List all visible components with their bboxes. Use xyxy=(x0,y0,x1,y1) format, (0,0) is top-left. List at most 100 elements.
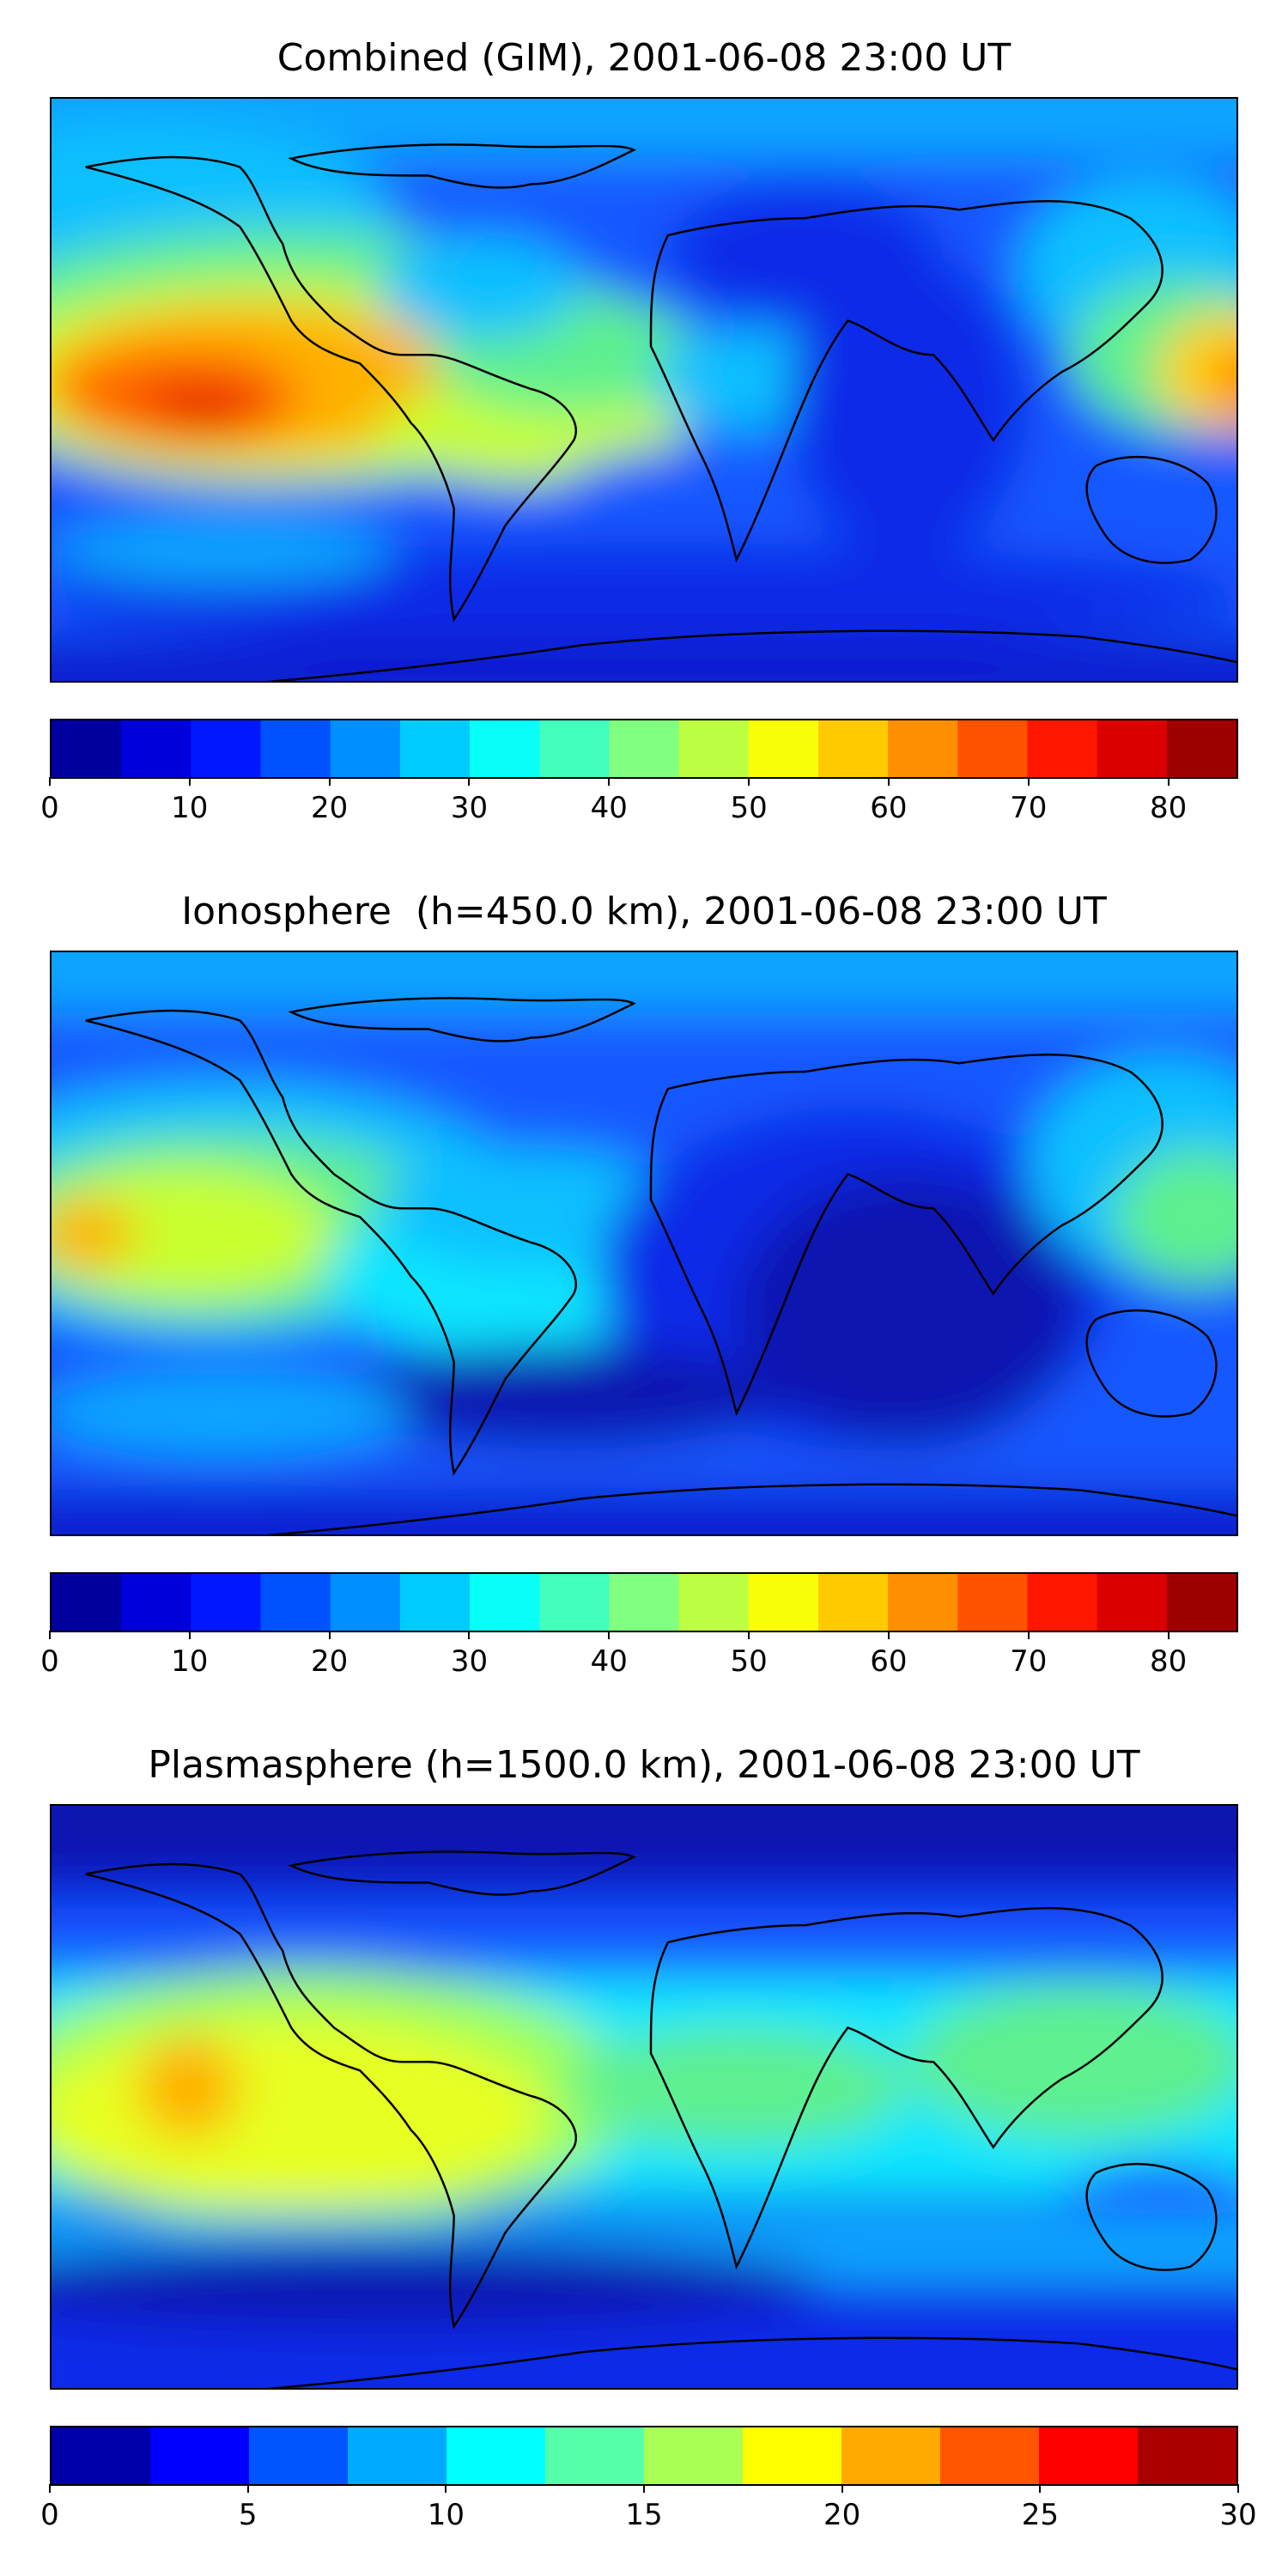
colorbar-bin xyxy=(888,720,958,777)
tick-mark xyxy=(328,1631,331,1639)
colorbar-bins xyxy=(52,720,1236,777)
tick-mark xyxy=(748,777,750,786)
colorbar-ticks: 0 10 20 30 40 50 60 70 80 xyxy=(40,1631,1238,1682)
colorbar-bin xyxy=(1027,1574,1098,1631)
colorbar-bin xyxy=(545,2427,645,2484)
tec-map-ionosphere xyxy=(50,951,1238,1536)
tick-mark xyxy=(188,777,191,786)
tick-mark xyxy=(49,1631,51,1639)
colorbar-bin xyxy=(1166,1574,1236,1631)
tick-label: 0 xyxy=(40,1644,59,1679)
colorbar-bin xyxy=(888,1574,958,1631)
colorbar-bins xyxy=(52,1574,1236,1631)
colorbar-bin xyxy=(841,2427,941,2484)
colorbar-bin xyxy=(817,720,889,777)
coastlines xyxy=(85,1850,1236,2388)
colorbar-bin xyxy=(957,1574,1029,1631)
colorbar-bin xyxy=(1097,1574,1168,1631)
colorbar-bin xyxy=(748,1574,819,1631)
tick-mark xyxy=(328,777,331,786)
colorbar xyxy=(50,1572,1238,1632)
tick-mark xyxy=(468,1631,471,1639)
colorbar-bin xyxy=(149,2427,250,2484)
tick-label: 50 xyxy=(730,791,768,825)
tick-mark xyxy=(188,1631,191,1639)
colorbar-bin xyxy=(260,720,331,777)
colorbar-bin xyxy=(446,2427,546,2484)
tick-mark xyxy=(246,2484,249,2493)
map-title: Ionosphere (h=450.0 km), 2001-06-08 23:0… xyxy=(181,890,1107,933)
tick-label: 10 xyxy=(171,1644,209,1679)
colorbar-bin xyxy=(330,720,401,777)
tick-label: 30 xyxy=(450,1644,489,1679)
coastlines xyxy=(85,997,1236,1534)
tick-label: 20 xyxy=(823,2498,861,2532)
colorbar-bin xyxy=(191,1574,262,1631)
colorbar-bin xyxy=(1138,2427,1236,2484)
colorbar-bin xyxy=(191,720,262,777)
tick-mark xyxy=(887,777,890,786)
colorbar-bin xyxy=(348,2427,447,2484)
tick-label: 5 xyxy=(238,2498,258,2532)
colorbar-bin xyxy=(678,720,750,777)
contour-map xyxy=(52,99,1236,681)
tec-map-plasmasphere xyxy=(50,1804,1238,2390)
tick-mark xyxy=(887,1631,890,1639)
tick-label: 10 xyxy=(427,2498,465,2532)
colorbar-bin xyxy=(940,2427,1040,2484)
colorbar-bin xyxy=(121,720,191,777)
colorbar-bins xyxy=(52,2427,1236,2484)
tick-label: 0 xyxy=(40,791,59,825)
colorbar-bin xyxy=(539,1574,611,1631)
colorbar-bin xyxy=(52,1574,122,1631)
tick-mark xyxy=(1237,2484,1239,2493)
colorbar-bin xyxy=(249,2427,349,2484)
colorbar-bin xyxy=(52,720,122,777)
tick-label: 25 xyxy=(1021,2498,1059,2532)
contour-map xyxy=(52,952,1236,1534)
tick-mark xyxy=(49,2484,51,2493)
colorbar-bin xyxy=(539,720,611,777)
tick-label: 40 xyxy=(590,1644,628,1679)
tick-label: 60 xyxy=(870,1644,908,1679)
tick-label: 10 xyxy=(171,791,209,825)
map-title: Plasmasphere (h=1500.0 km), 2001-06-08 2… xyxy=(148,1743,1140,1787)
tick-label: 0 xyxy=(40,2498,59,2532)
colorbar-bin xyxy=(1097,720,1168,777)
coastlines xyxy=(85,143,1236,681)
tick-mark xyxy=(1039,2484,1042,2493)
colorbar-bin xyxy=(817,1574,889,1631)
colorbar-bin xyxy=(1027,720,1098,777)
tick-mark xyxy=(748,1631,750,1639)
tick-label: 70 xyxy=(1010,791,1048,825)
colorbar-bin xyxy=(742,2427,842,2484)
tick-mark xyxy=(1027,777,1030,786)
contour-map xyxy=(52,1806,1236,2388)
colorbar-ticks: 0 10 20 30 40 50 60 70 80 xyxy=(40,777,1238,829)
tick-mark xyxy=(49,777,51,786)
colorbar-ticks: 0 5 10 15 20 25 30 xyxy=(40,2484,1257,2536)
colorbar-bin xyxy=(470,720,540,777)
colorbar-bin xyxy=(52,2427,151,2484)
tick-mark xyxy=(445,2484,447,2493)
colorbar-bin xyxy=(957,720,1029,777)
colorbar-bin xyxy=(330,1574,401,1631)
tick-label: 70 xyxy=(1010,1644,1048,1679)
tick-mark xyxy=(841,2484,843,2493)
colorbar xyxy=(50,2426,1238,2486)
tick-label: 20 xyxy=(311,791,349,825)
tick-label: 15 xyxy=(625,2498,663,2532)
colorbar xyxy=(50,719,1238,779)
tick-mark xyxy=(608,777,611,786)
tec-map-combined xyxy=(50,97,1238,683)
colorbar-bin xyxy=(678,1574,750,1631)
colorbar-bin xyxy=(1166,720,1236,777)
tick-label: 30 xyxy=(1219,2498,1257,2532)
colorbar-bin xyxy=(609,720,680,777)
colorbar-bin xyxy=(399,720,471,777)
tick-label: 80 xyxy=(1149,1644,1188,1679)
tick-label: 30 xyxy=(450,791,489,825)
tick-label: 80 xyxy=(1149,791,1188,825)
tick-mark xyxy=(1027,1631,1030,1639)
tick-label: 50 xyxy=(730,1644,768,1679)
